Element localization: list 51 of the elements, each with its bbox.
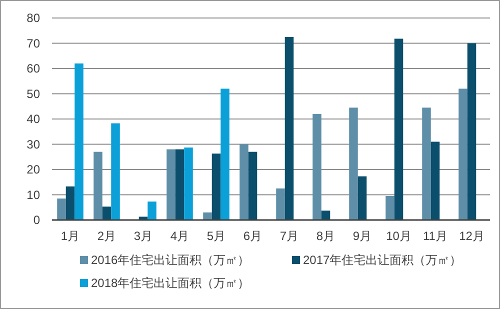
y-tick-label: 80 [26, 11, 40, 25]
y-tick-label: 50 [26, 86, 40, 101]
bar [284, 36, 294, 220]
x-tick-label: 2月 [97, 229, 116, 243]
x-tick-label: 3月 [134, 229, 153, 243]
x-tick-label: 1月 [60, 229, 80, 243]
bar [57, 198, 66, 220]
bar [220, 88, 230, 220]
y-tick-label: 0 [33, 213, 40, 227]
bar [166, 149, 176, 220]
y-tick-label: 20 [26, 162, 40, 176]
y-tick-label: 60 [26, 62, 40, 76]
legend-label: 2018年住宅出让面积（万㎡） [91, 276, 250, 290]
bar [175, 149, 184, 220]
bar [458, 88, 468, 220]
bar [102, 206, 112, 220]
x-tick-label: 4月 [170, 229, 190, 243]
x-tick-label: 8月 [316, 229, 336, 243]
bar [66, 186, 75, 220]
bar [430, 142, 440, 220]
x-tick-label: 12月 [459, 229, 484, 243]
bar [312, 114, 322, 220]
x-tick-label: 11月 [423, 229, 448, 243]
bar [74, 63, 84, 220]
x-tick-label: 7月 [280, 229, 299, 243]
bar [349, 108, 358, 220]
y-tick-label: 10 [26, 188, 40, 202]
bar [358, 176, 367, 220]
bar [394, 38, 404, 220]
legend-label: 2017年住宅出让面积（万㎡） [303, 253, 462, 267]
y-tick-label: 70 [26, 36, 40, 50]
x-tick-label: 6月 [243, 229, 262, 243]
bar [321, 210, 330, 220]
bar [184, 148, 193, 220]
bar [276, 188, 285, 220]
bar [148, 202, 156, 220]
bar [111, 123, 120, 220]
legend-label: 2016年住宅出让面积（万㎡） [91, 253, 250, 267]
bar [422, 108, 431, 220]
bar [386, 196, 394, 220]
x-tick-label: 9月 [352, 229, 372, 243]
x-tick-label: 10月 [386, 229, 412, 243]
x-tick-label: 5月 [206, 229, 226, 243]
y-tick-label: 40 [26, 112, 40, 126]
bar [248, 152, 258, 220]
bar [203, 212, 212, 220]
bar [240, 144, 248, 220]
bar [94, 152, 102, 220]
y-tick-label: 30 [26, 137, 40, 152]
bar [212, 154, 221, 220]
bar [467, 43, 476, 220]
